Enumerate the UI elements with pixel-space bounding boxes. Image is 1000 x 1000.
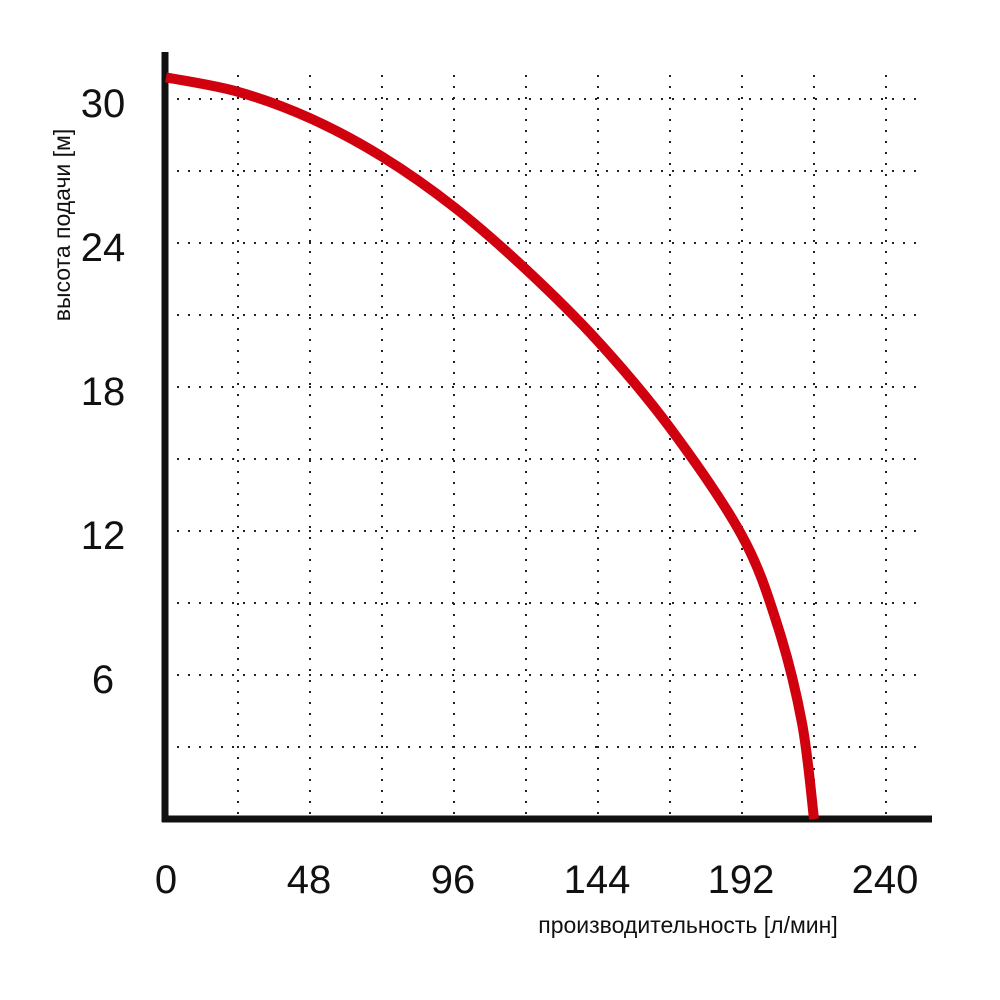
- y-axis-label: высота подачи [м]: [49, 129, 75, 322]
- x-tick-label: 0: [155, 858, 177, 902]
- series-line: [165, 72, 819, 820]
- x-tick-label: 96: [431, 858, 476, 902]
- y-tick-label: 30: [81, 82, 126, 126]
- y-tick-label: 24: [81, 226, 126, 270]
- x-axis-label: производительность [л/мин]: [538, 912, 838, 938]
- y-tick-label: 18: [81, 370, 126, 414]
- y-tick-label: 12: [81, 514, 126, 558]
- y-tick-labels: 30 24 18 12 6: [81, 82, 126, 702]
- x-tick-label: 48: [287, 858, 332, 902]
- x-tick-label: 144: [564, 858, 631, 902]
- x-tick-labels: 0 48 96 144 192 240: [155, 858, 919, 902]
- x-tick-label: 240: [852, 858, 919, 902]
- x-tick-label: 192: [708, 858, 775, 902]
- grid: [166, 75, 922, 819]
- y-tick-label: 6: [92, 658, 114, 702]
- axes: [161, 52, 932, 823]
